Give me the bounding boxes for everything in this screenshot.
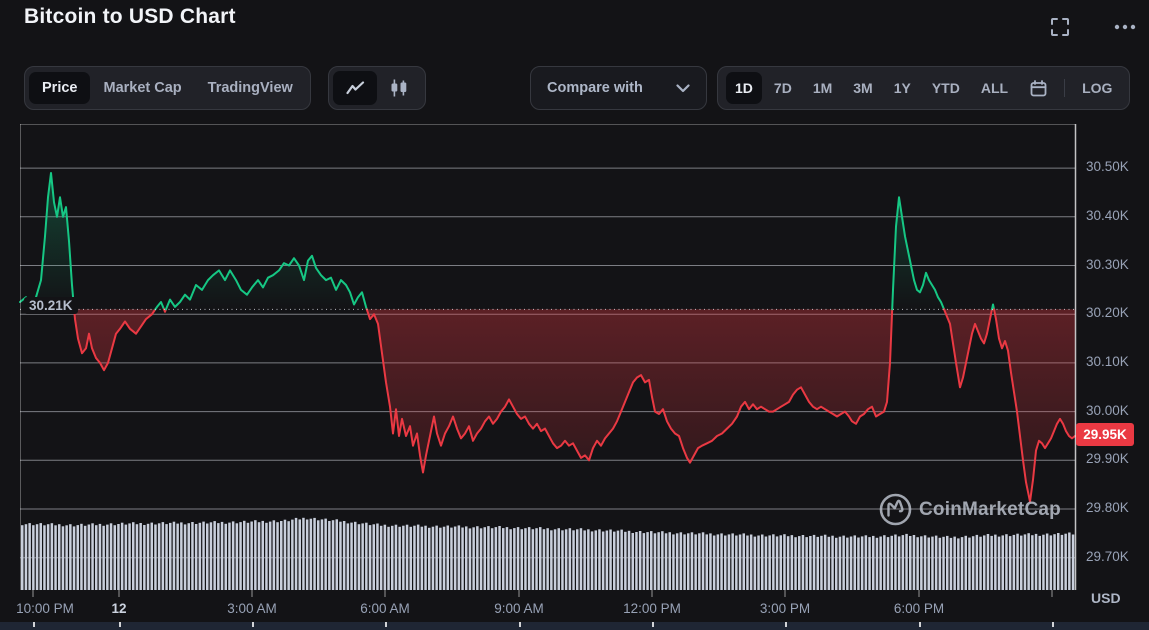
chart-type-toggle bbox=[328, 66, 426, 110]
chevron-down-icon bbox=[676, 83, 690, 92]
candlestick-icon bbox=[391, 79, 407, 97]
scrollbar-tick bbox=[33, 622, 35, 627]
scrollbar-tick bbox=[519, 622, 521, 627]
x-axis-label: 12 bbox=[111, 601, 127, 616]
y-axis-label: 30.20K bbox=[1086, 305, 1129, 321]
scrollbar-tick bbox=[385, 622, 387, 627]
fullscreen-icon bbox=[1051, 18, 1069, 36]
range-1d-button[interactable]: 1D bbox=[726, 72, 762, 104]
y-axis-label: 30.30K bbox=[1086, 256, 1129, 272]
tab-tradingview[interactable]: TradingView bbox=[195, 72, 306, 104]
x-axis-label: 3:00 AM bbox=[227, 601, 277, 616]
scrollbar-tick bbox=[252, 622, 254, 627]
compare-with-dropdown[interactable]: Compare with bbox=[530, 66, 707, 110]
range-3m-button[interactable]: 3M bbox=[844, 72, 881, 104]
toolbar-divider bbox=[1064, 79, 1066, 97]
x-axis-label: 12:00 PM bbox=[623, 601, 681, 616]
tab-market-cap[interactable]: Market Cap bbox=[90, 72, 194, 104]
x-axis-label: 6:00 PM bbox=[893, 601, 945, 616]
price-line-series bbox=[19, 172, 1076, 503]
chart-type-candle-button[interactable] bbox=[377, 71, 421, 105]
y-axis-label: 30.10K bbox=[1086, 353, 1129, 369]
range-7d-button[interactable]: 7D bbox=[765, 72, 801, 104]
range-ytd-button[interactable]: YTD bbox=[923, 72, 969, 104]
y-axis-label: 30.00K bbox=[1086, 402, 1129, 418]
calendar-icon bbox=[1030, 79, 1046, 96]
y-axis-label: 29.90K bbox=[1086, 451, 1129, 467]
chart-type-line-button[interactable] bbox=[333, 71, 377, 105]
fullscreen-button[interactable] bbox=[1045, 12, 1075, 42]
x-axis-label: 6:00 AM bbox=[360, 601, 410, 616]
time-range-selector: 1D 7D 1M 3M 1Y YTD ALL LOG bbox=[717, 66, 1131, 110]
tab-price[interactable]: Price bbox=[29, 72, 91, 104]
custom-date-button[interactable] bbox=[1020, 71, 1056, 105]
range-all-button[interactable]: ALL bbox=[972, 72, 1017, 104]
chart-source-tabs: Price Market Cap TradingView bbox=[24, 66, 311, 110]
line-chart-icon bbox=[345, 81, 364, 95]
scrollbar-tick bbox=[119, 622, 121, 627]
compare-with-label: Compare with bbox=[547, 80, 643, 96]
y-axis-label: 30.50K bbox=[1086, 159, 1129, 175]
x-axis-ticks bbox=[32, 590, 1053, 597]
currency-axis-label: USD bbox=[1091, 590, 1121, 606]
more-options-button[interactable] bbox=[1110, 12, 1140, 42]
log-scale-toggle[interactable]: LOG bbox=[1073, 72, 1121, 104]
scrollbar-tick bbox=[785, 622, 787, 627]
page-title: Bitcoin to USD Chart bbox=[24, 5, 236, 28]
scrollbar-tick bbox=[652, 622, 654, 627]
baseline-price-label: 30.21K bbox=[24, 297, 78, 314]
ellipsis-icon bbox=[1114, 24, 1136, 30]
scrollbar-tick bbox=[1052, 622, 1054, 627]
scrollbar-tick bbox=[919, 622, 921, 627]
x-axis-label: 10:00 PM bbox=[16, 601, 74, 616]
range-1m-button[interactable]: 1M bbox=[804, 72, 841, 104]
y-axis-label: 29.80K bbox=[1086, 500, 1129, 515]
x-axis-label: 9:00 AM bbox=[494, 601, 544, 616]
y-axis-label: 29.70K bbox=[1086, 548, 1129, 564]
plot-frame bbox=[20, 124, 1077, 590]
chart-scrollbar[interactable] bbox=[0, 622, 1149, 630]
current-price-badge: 29.95K bbox=[1076, 423, 1134, 446]
volume-bars bbox=[21, 517, 1075, 590]
range-1y-button[interactable]: 1Y bbox=[885, 72, 920, 104]
y-axis-label: 30.40K bbox=[1086, 207, 1129, 223]
x-axis-label: 3:00 PM bbox=[759, 601, 811, 616]
